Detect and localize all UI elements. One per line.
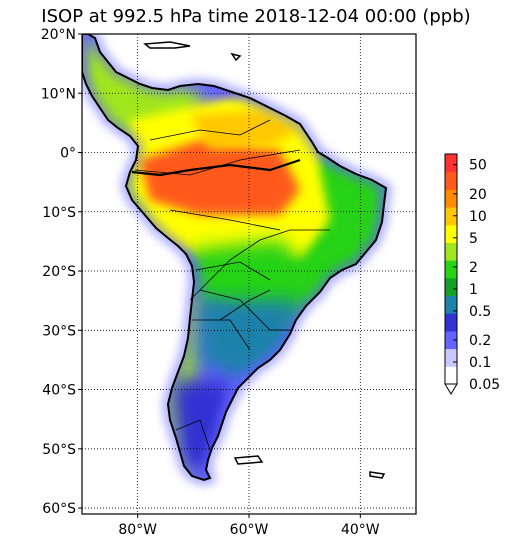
lat-tick-label: 40°S xyxy=(42,383,76,399)
lat-tick-label: 50°S xyxy=(42,442,76,458)
falkland-islands xyxy=(233,455,264,465)
colorbar-tick-label: 0.1 xyxy=(469,355,491,371)
colorbar-segment xyxy=(445,242,457,261)
colorbar-segment xyxy=(445,189,457,208)
colorbar-segment xyxy=(445,171,457,190)
map-title: ISOP at 992.5 hPa time 2018-12-04 00:00 … xyxy=(41,6,471,27)
colorbar-segment xyxy=(445,330,457,350)
lat-tick-label: 20°N xyxy=(41,27,76,43)
colorbar-tick-label: 20 xyxy=(469,187,487,203)
south-georgia xyxy=(369,471,386,479)
lon-tick-label: 80°W xyxy=(118,522,157,538)
country-border xyxy=(219,289,271,321)
colorbar-segment xyxy=(445,366,457,385)
lat-tick-label: 10°N xyxy=(41,86,76,102)
colorbar-tick-label: 1 xyxy=(469,282,478,298)
lat-tick-label: 10°S xyxy=(42,205,76,221)
colorbar-segment xyxy=(445,260,457,279)
country-border xyxy=(169,209,281,231)
colorbar-tick-label: 0.2 xyxy=(469,333,491,349)
colorbar-segment xyxy=(445,224,457,243)
colorbar-tick-label: 10 xyxy=(469,209,487,225)
colorbar-tick-label: 0.05 xyxy=(469,377,500,393)
colorbar-tick-label: 2 xyxy=(469,260,478,276)
lon-tick-label: 40°W xyxy=(341,522,380,538)
amazon-river xyxy=(131,158,301,177)
colorbar-segment xyxy=(445,348,457,367)
country-border xyxy=(189,229,330,301)
colorbar-segment xyxy=(445,295,457,314)
map-axes: 20°N 10°N 0° 10°S 20°S 30°S 40°S 50°S 60°S 80°W 60… xyxy=(41,27,380,538)
coastlines-and-borders xyxy=(82,34,387,481)
colorbar-segment xyxy=(445,207,457,226)
lat-tick-label: 30°S xyxy=(42,323,76,339)
colorbar-frame xyxy=(444,153,458,385)
graticule xyxy=(82,33,416,514)
colorbar-segment xyxy=(445,277,457,297)
lon-tick-label: 60°W xyxy=(230,522,269,538)
colorbar-segment xyxy=(445,154,457,173)
country-border xyxy=(199,289,290,331)
colorbar-extend-min-arrow xyxy=(444,383,458,395)
lat-tick-label: 20°S xyxy=(42,264,76,280)
country-border xyxy=(149,119,271,141)
field-region-guiana xyxy=(190,110,300,150)
country-border xyxy=(175,419,211,451)
country-border xyxy=(192,319,251,351)
colorbar-tick-label: 50 xyxy=(469,158,487,174)
field-region-western-amazon xyxy=(140,140,300,215)
colorbar-tick-label: 5 xyxy=(469,231,478,247)
colorbar-tick-label: 0.5 xyxy=(469,304,491,320)
colorbar: 50 20 10 5 2 1 0.5 0.2 0.1 0.05 xyxy=(444,153,500,395)
caribbean-islands xyxy=(143,41,191,49)
lat-tick-label: 0° xyxy=(60,146,76,162)
lesser-antilles xyxy=(230,52,242,62)
country-border xyxy=(195,261,271,281)
lat-tick-label: 60°S xyxy=(42,501,76,517)
colorbar-segment xyxy=(445,313,457,332)
